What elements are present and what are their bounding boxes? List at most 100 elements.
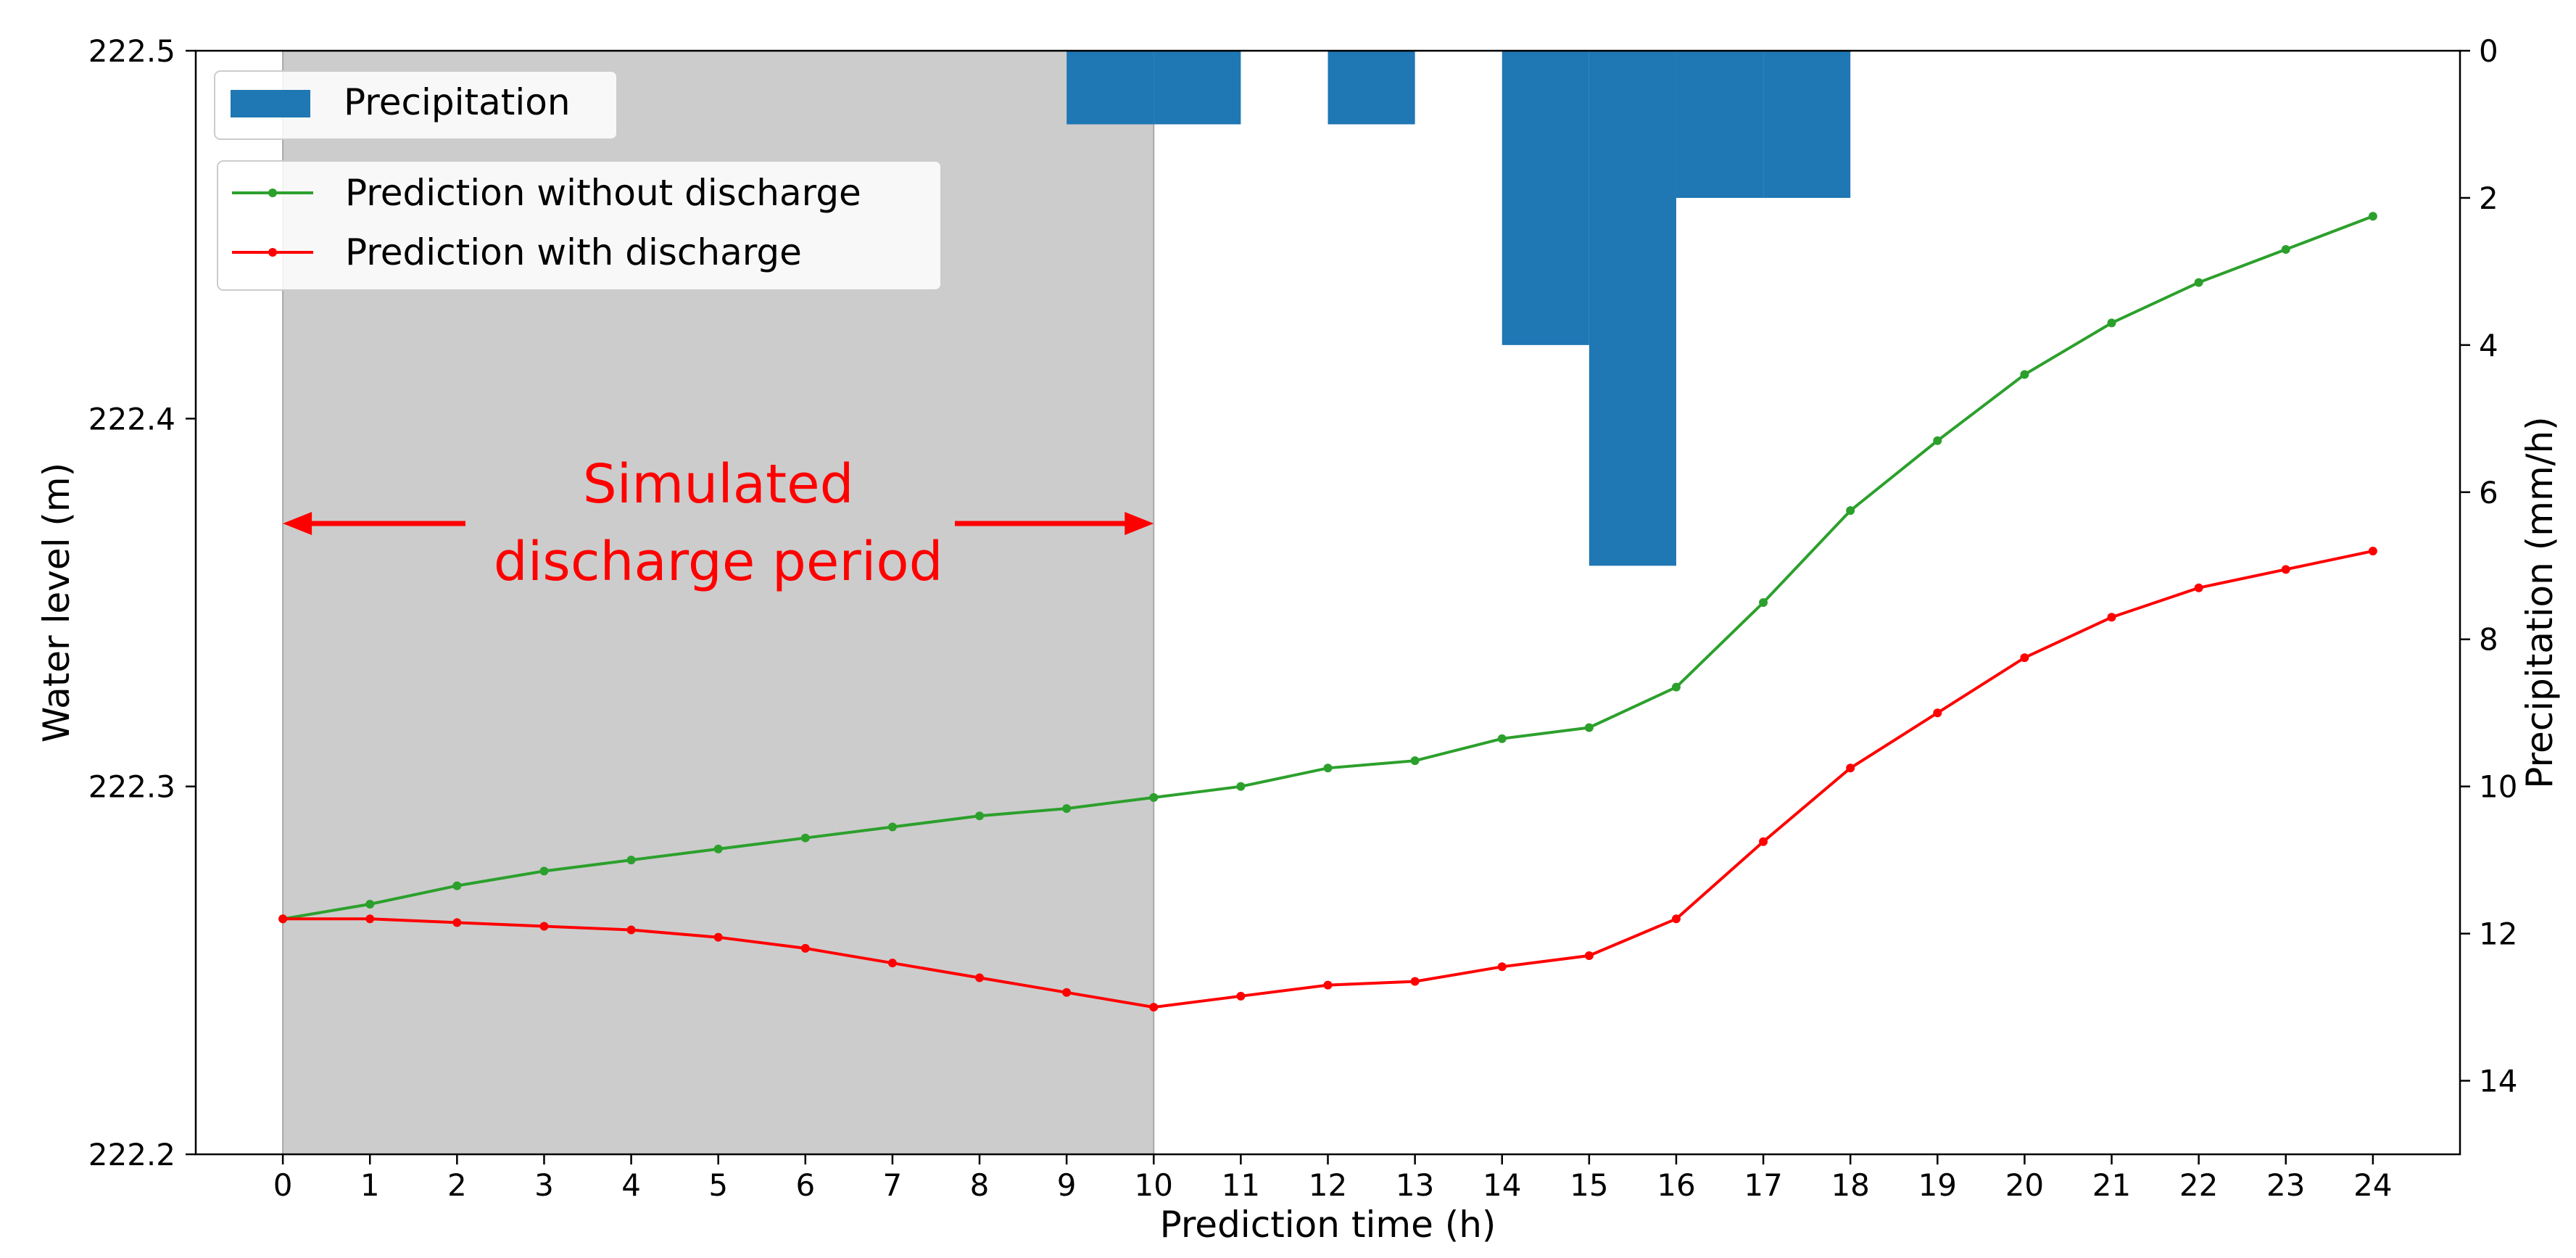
y-tick-label: 222.5 <box>88 33 175 69</box>
legend-series-marker <box>268 189 277 197</box>
x-tick-label: 7 <box>883 1167 903 1203</box>
data-point <box>1759 837 1768 846</box>
y2-tick-label: 8 <box>2479 622 2498 658</box>
precipitation-bar <box>1763 51 1851 198</box>
data-point <box>1236 782 1246 791</box>
x-tick-label: 12 <box>1309 1167 1347 1203</box>
legend-precipitation-swatch <box>231 90 310 117</box>
data-point <box>1323 980 1333 990</box>
data-point <box>1933 708 1942 718</box>
x-tick-label: 15 <box>1570 1167 1608 1203</box>
y-axis-label: Water level (m) <box>36 463 78 742</box>
legend-series-marker <box>268 248 277 257</box>
x-tick-label: 8 <box>970 1167 990 1203</box>
data-point <box>1671 682 1681 692</box>
x-tick-label: 14 <box>1483 1167 1521 1203</box>
data-point <box>1933 436 1942 445</box>
annotation-text-line-1: Simulated <box>583 453 854 516</box>
data-point <box>365 914 375 924</box>
precipitation-bar <box>1589 51 1676 566</box>
y2-tick-label: 4 <box>2479 328 2498 363</box>
data-point <box>1759 598 1768 607</box>
data-point <box>1062 804 1072 814</box>
precipitation-bar <box>1328 51 1415 125</box>
y2-tick-label: 0 <box>2479 33 2498 69</box>
legend-series-box <box>217 160 942 291</box>
x-tick-label: 4 <box>621 1167 641 1203</box>
y2-axis-label: Precipitation (mm/h) <box>2519 416 2561 788</box>
precipitation-bar <box>1502 51 1589 345</box>
data-point <box>539 866 549 876</box>
x-tick-label: 3 <box>534 1167 554 1203</box>
data-point <box>2281 244 2290 254</box>
data-point <box>2107 318 2116 328</box>
precipitation-bar <box>1154 51 1241 125</box>
data-point <box>452 881 462 890</box>
x-tick-label: 1 <box>360 1167 380 1203</box>
y2-tick-label: 2 <box>2479 181 2498 216</box>
precipitation-bar <box>1067 51 1154 125</box>
x-tick-label: 24 <box>2353 1167 2392 1203</box>
data-point <box>2107 613 2116 622</box>
x-tick-label: 20 <box>2005 1167 2044 1203</box>
data-point <box>2194 583 2203 592</box>
y2-tick-label: 6 <box>2479 475 2498 510</box>
x-tick-label: 16 <box>1657 1167 1695 1203</box>
data-point <box>975 973 985 982</box>
data-point <box>1671 914 1681 924</box>
data-point <box>800 943 810 953</box>
y2-tick-label: 14 <box>2479 1064 2517 1099</box>
data-point <box>1410 977 1420 986</box>
data-point <box>539 922 549 931</box>
data-point <box>1846 506 1855 516</box>
annotation-text-line-2: discharge period <box>494 531 943 593</box>
data-point <box>975 811 985 821</box>
x-tick-label: 21 <box>2092 1167 2131 1203</box>
data-point <box>1584 951 1594 961</box>
data-point <box>278 914 288 924</box>
data-point <box>2020 370 2029 379</box>
precipitation-bar <box>1676 51 1764 198</box>
data-point <box>1846 764 1855 773</box>
data-point <box>2020 653 2029 663</box>
data-point <box>365 900 375 909</box>
x-tick-label: 0 <box>273 1167 293 1203</box>
data-point <box>1236 991 1246 1001</box>
x-tick-label: 18 <box>1831 1167 1869 1203</box>
data-point <box>1062 988 1072 997</box>
data-point <box>2368 212 2377 221</box>
data-point <box>1584 723 1594 732</box>
data-point <box>1323 764 1333 773</box>
data-point <box>2281 565 2290 574</box>
data-point <box>2194 278 2203 287</box>
y2-tick-label: 12 <box>2479 916 2517 952</box>
annotation-arrow-right-head <box>1125 512 1154 535</box>
x-axis-label: Prediction time (h) <box>1160 1204 1496 1246</box>
annotation-arrow-left-head <box>283 512 312 535</box>
data-point <box>626 925 636 935</box>
data-point <box>1410 756 1420 766</box>
y-tick-label: 222.3 <box>88 769 175 805</box>
data-point <box>1497 962 1507 972</box>
data-point <box>452 918 462 927</box>
x-tick-label: 22 <box>2179 1167 2218 1203</box>
x-tick-label: 17 <box>1744 1167 1782 1203</box>
x-tick-label: 13 <box>1396 1167 1434 1203</box>
y2-tick-label: 10 <box>2479 769 2517 805</box>
x-tick-label: 2 <box>447 1167 467 1203</box>
x-tick-label: 19 <box>1918 1167 1957 1203</box>
legend-precipitation-label: Precipitation <box>344 81 571 123</box>
data-point <box>887 959 897 968</box>
data-point <box>800 833 810 843</box>
data-point <box>713 844 723 853</box>
y-tick-label: 222.4 <box>88 401 175 436</box>
data-point <box>626 856 636 865</box>
data-point <box>887 822 897 832</box>
data-point <box>713 932 723 942</box>
x-tick-label: 23 <box>2266 1167 2305 1203</box>
x-tick-label: 11 <box>1222 1167 1260 1203</box>
data-point <box>1497 734 1507 743</box>
y-tick-label: 222.2 <box>88 1137 175 1172</box>
x-tick-label: 9 <box>1057 1167 1077 1203</box>
